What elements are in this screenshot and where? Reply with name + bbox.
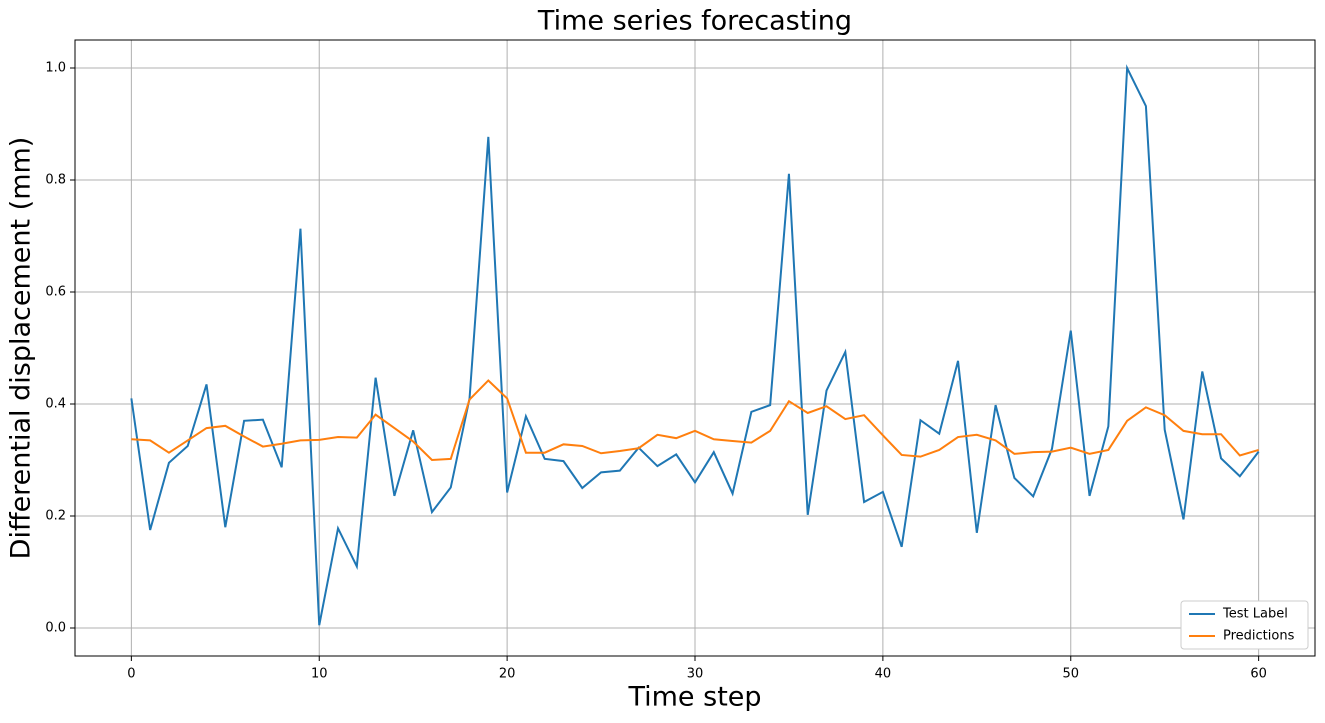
y-tick-label: 0.0 xyxy=(45,621,66,636)
x-tick-label: 20 xyxy=(499,667,516,682)
x-tick-label: 50 xyxy=(1062,667,1079,682)
chart-title: Time series forecasting xyxy=(537,6,852,37)
x-tick-label: 60 xyxy=(1250,667,1267,682)
x-tick-label: 40 xyxy=(875,667,892,682)
y-tick-label: 0.4 xyxy=(45,397,66,412)
x-axis-label: Time step xyxy=(627,682,761,713)
x-tick-label: 30 xyxy=(687,667,704,682)
y-tick-label: 0.6 xyxy=(45,285,66,300)
x-tick-label: 10 xyxy=(311,667,328,682)
legend-label: Test Label xyxy=(1222,607,1288,622)
line-series xyxy=(131,379,1259,462)
legend-label: Predictions xyxy=(1223,629,1295,644)
x-tick-label: 0 xyxy=(127,667,135,682)
y-tick-label: 1.0 xyxy=(45,61,66,76)
line-series xyxy=(130,64,1260,626)
y-axis-label: Differential displacement (mm) xyxy=(6,137,37,560)
y-tick-label: 0.8 xyxy=(45,173,66,188)
plot-frame xyxy=(74,39,1316,657)
y-tick-label: 0.2 xyxy=(45,509,66,524)
